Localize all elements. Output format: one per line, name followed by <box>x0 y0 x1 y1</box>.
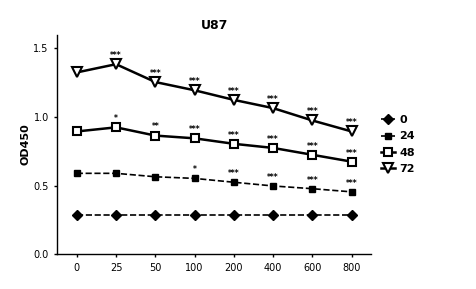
Text: *: * <box>193 165 197 174</box>
24 <box>113 172 119 175</box>
Text: ***: *** <box>346 149 357 158</box>
0 <box>231 213 237 216</box>
Line: 24: 24 <box>73 170 355 195</box>
Text: **: ** <box>151 123 159 131</box>
0 <box>192 213 198 216</box>
Text: ***: *** <box>228 169 239 178</box>
24 <box>74 172 79 175</box>
24 <box>309 187 315 190</box>
Text: ***: *** <box>268 173 279 182</box>
0 <box>349 213 355 216</box>
Text: ***: *** <box>307 176 318 185</box>
Text: ***: *** <box>228 87 239 96</box>
48 <box>74 130 79 133</box>
48 <box>113 126 119 129</box>
48 <box>309 153 315 157</box>
48 <box>192 137 198 140</box>
48 <box>231 142 237 146</box>
72 <box>309 119 315 122</box>
Text: ***: *** <box>307 107 318 116</box>
24 <box>270 184 276 188</box>
72 <box>231 98 237 102</box>
0 <box>113 213 119 216</box>
Line: 48: 48 <box>72 123 356 166</box>
72 <box>113 62 119 66</box>
Text: ***: *** <box>189 77 200 86</box>
Text: ***: *** <box>268 95 279 104</box>
24 <box>349 190 355 194</box>
Text: ***: *** <box>149 69 161 78</box>
Text: ***: *** <box>346 179 357 188</box>
Text: ***: *** <box>268 135 279 144</box>
Line: 0: 0 <box>73 211 355 218</box>
48 <box>349 160 355 163</box>
0 <box>74 213 79 216</box>
0 <box>270 213 276 216</box>
Line: 72: 72 <box>72 59 357 136</box>
Text: *: * <box>114 114 118 123</box>
72 <box>192 88 198 92</box>
Title: U87: U87 <box>200 19 228 32</box>
72 <box>349 130 355 133</box>
0 <box>152 213 158 216</box>
48 <box>270 146 276 150</box>
48 <box>152 134 158 137</box>
Legend: 0, 24, 48, 72: 0, 24, 48, 72 <box>377 111 419 178</box>
0 <box>309 213 315 216</box>
Text: ***: *** <box>307 142 318 151</box>
24 <box>231 181 237 184</box>
Text: ***: *** <box>228 131 239 140</box>
72 <box>152 80 158 84</box>
24 <box>192 177 198 180</box>
Text: ***: *** <box>189 125 200 134</box>
Y-axis label: OD450: OD450 <box>20 124 30 165</box>
24 <box>152 175 158 179</box>
Text: ***: *** <box>346 118 357 127</box>
Text: ***: *** <box>110 51 122 60</box>
72 <box>270 106 276 110</box>
72 <box>74 71 79 74</box>
